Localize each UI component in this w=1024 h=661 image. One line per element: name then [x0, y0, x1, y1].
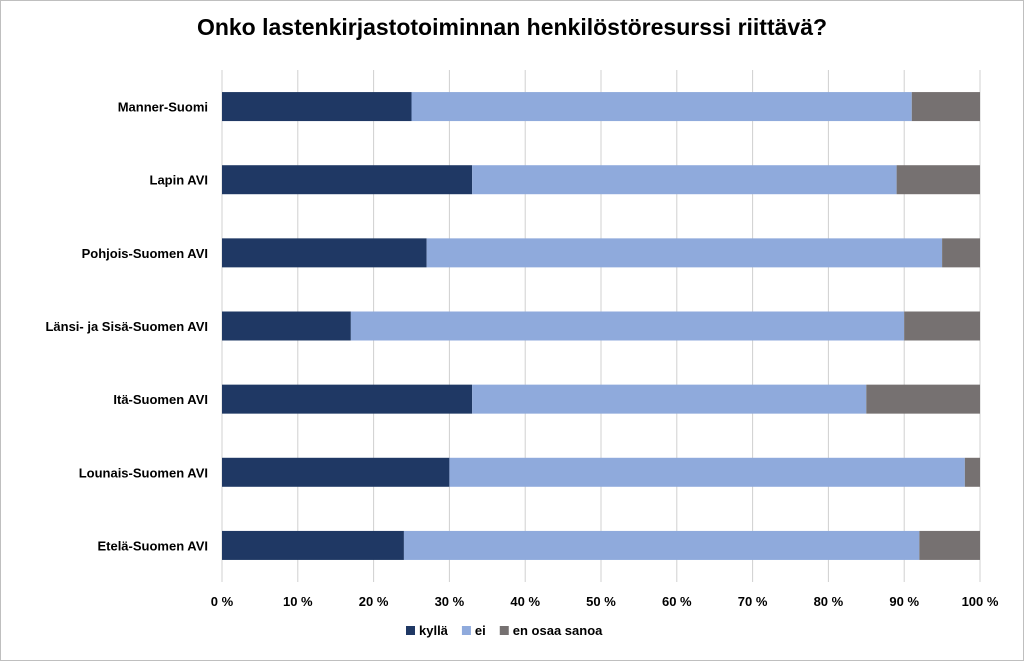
category-label: Manner-Suomi: [118, 100, 208, 115]
legend-swatch: [406, 626, 415, 635]
category-label: Lapin AVI: [150, 173, 209, 188]
bar-segment: [472, 384, 867, 414]
category-label: Länsi- ja Sisä-Suomen AVI: [45, 319, 208, 334]
x-tick-label: 10 %: [283, 594, 313, 609]
bar-segment: [896, 165, 980, 195]
bar-segment: [942, 238, 980, 268]
legend-label: kyllä: [419, 623, 449, 638]
bars: [222, 92, 980, 560]
legend-swatch: [461, 626, 471, 635]
category-labels: Manner-Suomi Lapin AVI Pohjois-Suomen AVI L…: [45, 100, 208, 554]
x-tick-label: 20 %: [359, 594, 389, 609]
x-tick-label: 60 %: [662, 594, 692, 609]
bar-segment: [222, 457, 450, 487]
category-label: Itä-Suomen AVI: [113, 392, 208, 407]
bar-segment: [411, 92, 912, 122]
bar-segment: [919, 530, 980, 560]
bar-segment: [911, 92, 980, 122]
bar-segment: [222, 238, 427, 268]
category-label: Lounais-Suomen AVI: [79, 465, 208, 480]
x-axis-tick-labels: 0 % 10 % 20 % 30 % 40 % 50 % 60 % 70 % 80 % 90 % 1…: [211, 594, 999, 609]
x-tick-label: 30 %: [435, 594, 465, 609]
x-tick-label: 40 %: [510, 594, 540, 609]
legend-label: en osaa sanoa: [513, 623, 603, 638]
category-label: Etelä-Suomen AVI: [97, 538, 208, 553]
legend-label: ei: [475, 623, 486, 638]
x-tick-label: 70 %: [738, 594, 768, 609]
x-tick-label: 100 %: [962, 594, 999, 609]
x-tick-label: 80 %: [814, 594, 844, 609]
bar-segment: [222, 311, 351, 341]
bar-segment: [904, 311, 980, 341]
bar-segment: [866, 384, 980, 414]
bar-segment: [222, 165, 473, 195]
bar-segment: [403, 530, 920, 560]
x-tick-label: 50 %: [586, 594, 616, 609]
bar-segment: [426, 238, 943, 268]
category-label: Pohjois-Suomen AVI: [82, 246, 208, 261]
chart-title: Onko lastenkirjastotoiminnan henkilöstör…: [196, 14, 828, 40]
bar-segment: [222, 384, 473, 414]
legend: kyllä ei en osaa sanoa: [406, 623, 603, 638]
x-tick-label: 90 %: [889, 594, 919, 609]
bar-segment: [350, 311, 905, 341]
bar-segment: [472, 165, 897, 195]
bar-segment: [449, 457, 965, 487]
bar-segment: [222, 530, 404, 560]
x-tick-label: 0 %: [211, 594, 234, 609]
legend-swatch: [499, 626, 509, 635]
bar-segment: [964, 457, 980, 487]
bar-segment: [222, 92, 412, 122]
